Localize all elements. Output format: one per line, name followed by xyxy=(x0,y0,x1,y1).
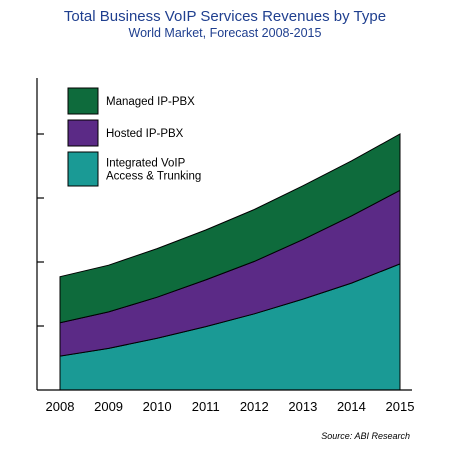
area-series-3 xyxy=(59,133,401,324)
x-tick-label-2014: 2014 xyxy=(337,399,366,414)
x-tick-label-2013: 2013 xyxy=(288,399,317,414)
legend-label-1: Managed IP-PBX xyxy=(106,96,195,108)
legend-swatch-2 xyxy=(67,119,99,147)
chart-legend: Managed IP-PBX Hosted IP-PBX Integrated Vo… xyxy=(67,87,201,187)
legend-swatch-1 xyxy=(67,87,99,115)
legend-label-2: Hosted IP-PBX xyxy=(106,128,184,140)
chart-subtitle: World Market, Forecast 2008-2015 xyxy=(128,26,322,40)
x-tick-label-2011: 2011 xyxy=(192,399,220,414)
legend-label-3: Access & Trunking xyxy=(106,171,201,183)
x-tick-label-2010: 2010 xyxy=(143,399,172,414)
x-tick-label-2012: 2012 xyxy=(240,399,269,414)
x-tick-label-2009: 2009 xyxy=(94,399,123,414)
chart-title: Total Business VoIP Services Revenues by… xyxy=(63,8,387,25)
legend-label-3: Integrated VoIP xyxy=(106,158,186,170)
x-tick-label-2008: 2008 xyxy=(46,399,75,414)
x-tick-label-2015: 2015 xyxy=(386,399,415,414)
source-note: Source: ABI Research xyxy=(321,431,410,441)
legend-swatch-3 xyxy=(67,151,99,187)
axes-layer: 2008 2009 2010 2011 2012 2013 2014 2015 xyxy=(36,78,415,414)
